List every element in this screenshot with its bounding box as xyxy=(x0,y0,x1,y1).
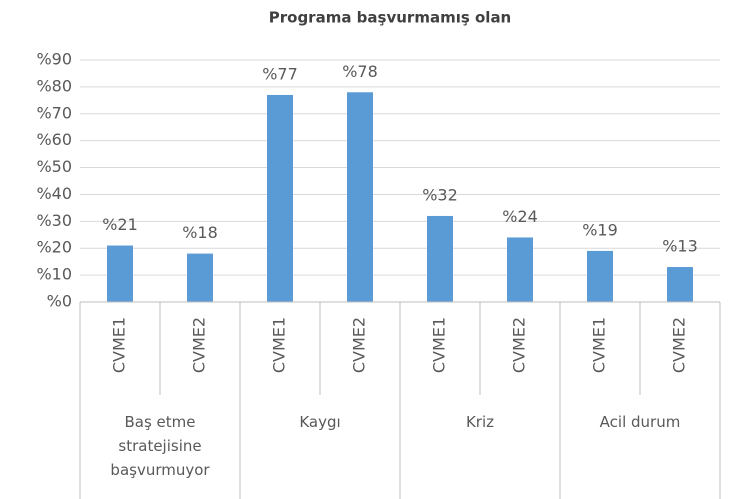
data-label: %24 xyxy=(502,207,538,226)
group-label-box: Baş etme stratejisine başvurmuyor xyxy=(110,413,210,479)
group-label-box: Kaygı xyxy=(299,413,341,431)
y-tick-label: %70 xyxy=(36,103,72,122)
data-label: %18 xyxy=(182,223,218,242)
group-label-box: Acil durum xyxy=(599,413,681,431)
y-tick-label: %50 xyxy=(36,157,72,176)
x-tick-label: CVME1 xyxy=(590,317,609,373)
x-tick-label: CVME2 xyxy=(350,317,369,373)
data-label: %21 xyxy=(102,215,138,234)
bar xyxy=(507,237,533,302)
y-tick-label: %30 xyxy=(36,211,72,230)
x-tick-label: CVME2 xyxy=(510,317,529,373)
x-tick-label: CVME1 xyxy=(110,317,129,373)
y-tick-label: %40 xyxy=(36,184,72,203)
group-label: Kriz xyxy=(465,413,495,431)
data-label: %19 xyxy=(582,220,618,239)
y-tick-label: %0 xyxy=(47,292,72,311)
bar xyxy=(667,267,693,302)
x-tick-label: CVME1 xyxy=(270,317,289,373)
y-tick-label: %90 xyxy=(36,50,72,69)
y-tick-label: %10 xyxy=(36,265,72,284)
data-label: %77 xyxy=(262,64,298,83)
group-label: Kaygı xyxy=(299,413,341,431)
bar xyxy=(587,250,613,302)
bar xyxy=(347,92,373,303)
chart-title: Programa başvurmamış olan xyxy=(269,9,512,27)
bar xyxy=(267,94,293,302)
x-tick-label: CVME2 xyxy=(190,317,209,373)
x-tick-label: CVME1 xyxy=(430,317,449,373)
bar xyxy=(107,245,133,302)
data-label: %13 xyxy=(662,237,698,256)
x-tick-label: CVME2 xyxy=(670,317,689,373)
y-tick-label: %20 xyxy=(36,238,72,257)
y-tick-label: %60 xyxy=(36,130,72,149)
data-label: %32 xyxy=(422,185,458,204)
bar xyxy=(427,215,453,302)
data-label: %78 xyxy=(342,62,378,81)
y-tick-label: %80 xyxy=(36,76,72,95)
group-label-box: Kriz xyxy=(465,413,495,431)
group-label: Baş etme stratejisine başvurmuyor xyxy=(110,413,210,479)
group-label: Acil durum xyxy=(599,413,681,431)
bar xyxy=(187,253,213,302)
